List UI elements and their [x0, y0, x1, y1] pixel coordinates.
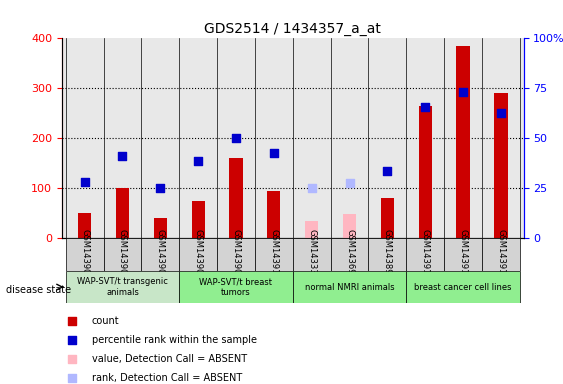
Bar: [267, 190, 280, 238]
Text: GSM143908: GSM143908: [194, 229, 203, 280]
FancyBboxPatch shape: [104, 238, 141, 271]
Text: GSM143911: GSM143911: [269, 229, 278, 280]
Text: GSM143915: GSM143915: [458, 229, 467, 280]
Bar: [78, 213, 91, 238]
Point: [497, 110, 506, 116]
FancyBboxPatch shape: [368, 238, 406, 271]
Bar: [191, 200, 205, 238]
Text: disease state: disease state: [6, 285, 71, 295]
Text: GSM143697: GSM143697: [345, 229, 354, 280]
Text: count: count: [92, 316, 119, 326]
FancyBboxPatch shape: [141, 238, 179, 271]
Point: [231, 135, 240, 141]
Point: [458, 89, 467, 95]
Text: GSM143909: GSM143909: [231, 229, 240, 280]
Point: [345, 180, 354, 186]
FancyBboxPatch shape: [217, 238, 255, 271]
FancyBboxPatch shape: [293, 238, 330, 271]
Point: [383, 167, 392, 174]
FancyBboxPatch shape: [179, 271, 293, 303]
Text: WAP-SVT/t breast
tumors: WAP-SVT/t breast tumors: [199, 277, 272, 297]
Bar: [229, 158, 243, 238]
Point: [395, 119, 404, 125]
Text: GSM143330: GSM143330: [307, 229, 316, 280]
Text: WAP-SVT/t transgenic
animals: WAP-SVT/t transgenic animals: [77, 277, 168, 297]
Bar: [418, 106, 432, 238]
Text: breast cancer cell lines: breast cancer cell lines: [414, 283, 512, 291]
FancyBboxPatch shape: [66, 238, 104, 271]
Point: [421, 104, 430, 110]
FancyBboxPatch shape: [179, 238, 217, 271]
FancyBboxPatch shape: [444, 238, 482, 271]
Bar: [154, 218, 167, 238]
Bar: [494, 93, 507, 238]
FancyBboxPatch shape: [66, 271, 179, 303]
FancyBboxPatch shape: [330, 238, 368, 271]
Text: GSM143906: GSM143906: [156, 229, 165, 280]
FancyBboxPatch shape: [406, 238, 444, 271]
Text: GSM143916: GSM143916: [497, 229, 506, 280]
Bar: [381, 198, 394, 238]
Bar: [305, 220, 318, 238]
Point: [156, 185, 165, 191]
Text: GSM143891: GSM143891: [383, 229, 392, 280]
Text: rank, Detection Call = ABSENT: rank, Detection Call = ABSENT: [92, 373, 242, 383]
FancyBboxPatch shape: [255, 238, 293, 271]
Bar: [116, 188, 129, 238]
Text: GSM143904: GSM143904: [118, 229, 127, 280]
Point: [307, 185, 316, 191]
Text: GSM143913: GSM143913: [421, 229, 430, 280]
Point: [194, 157, 203, 164]
Point: [118, 152, 127, 159]
Title: GDS2514 / 1434357_a_at: GDS2514 / 1434357_a_at: [204, 22, 381, 36]
Point: [80, 179, 89, 185]
Text: percentile rank within the sample: percentile rank within the sample: [92, 335, 257, 345]
Text: GSM143903: GSM143903: [80, 229, 89, 280]
FancyBboxPatch shape: [482, 238, 520, 271]
FancyBboxPatch shape: [406, 271, 520, 303]
FancyBboxPatch shape: [293, 271, 406, 303]
Bar: [343, 214, 356, 238]
Text: value, Detection Call = ABSENT: value, Detection Call = ABSENT: [92, 354, 247, 364]
Point: [269, 150, 278, 156]
Bar: [457, 46, 470, 238]
Text: normal NMRI animals: normal NMRI animals: [305, 283, 394, 291]
Point: [395, 287, 404, 293]
